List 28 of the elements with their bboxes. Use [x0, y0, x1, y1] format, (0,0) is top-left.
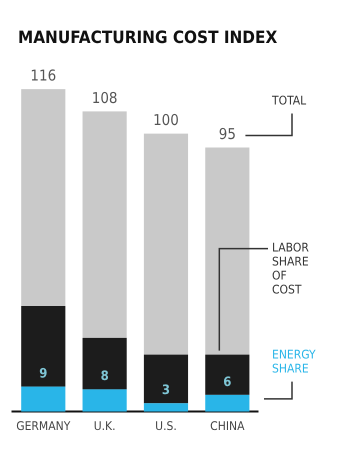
bar — [205, 354, 250, 395]
bar — [82, 389, 127, 412]
total-label: 95 — [218, 124, 236, 143]
x-tick-label: U.S. — [155, 418, 177, 433]
total-label: 108 — [92, 88, 118, 107]
data-label: 6 — [223, 374, 232, 390]
bar — [205, 394, 250, 412]
bar — [144, 134, 188, 355]
text: LABOR SHARE OF COST — [272, 240, 310, 297]
total-label: 116 — [30, 66, 56, 85]
bar — [21, 386, 66, 412]
text: TOTAL — [271, 94, 306, 108]
bar — [21, 89, 66, 306]
bar — [82, 338, 127, 390]
bar — [205, 148, 250, 355]
bar — [144, 354, 188, 404]
bar — [144, 403, 188, 412]
bar — [82, 111, 127, 338]
x-tick-label: CHINA — [210, 418, 246, 433]
data-label: 8 — [100, 369, 109, 384]
text: ENERGY SHARE — [272, 348, 316, 376]
x-tick-label: U.K. — [94, 418, 116, 433]
bar — [21, 306, 66, 387]
total-label: 100 — [153, 110, 179, 129]
x-tick-label: GERMANY — [16, 418, 71, 433]
data-label: 3 — [162, 383, 170, 398]
chart-title: MANUFACTURING COST INDEX — [18, 28, 278, 48]
data-label: 9 — [39, 366, 48, 382]
